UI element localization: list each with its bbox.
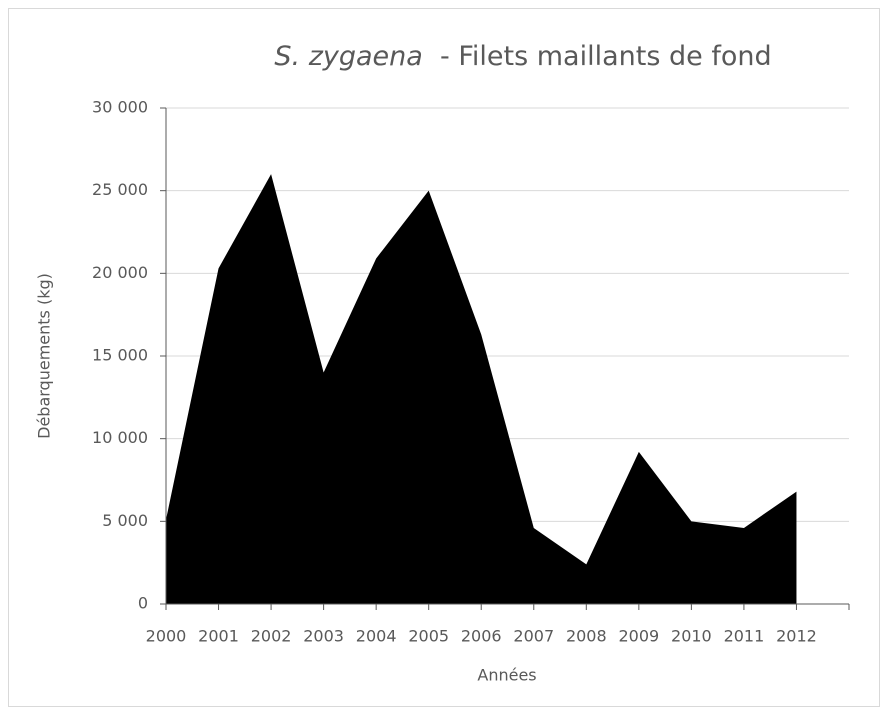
x-tick-label: 2004 bbox=[356, 627, 397, 646]
x-tick-label: 2008 bbox=[566, 627, 607, 646]
x-tick-label: 2011 bbox=[724, 627, 765, 646]
title-rest bbox=[423, 41, 440, 72]
x-tick-label: 2009 bbox=[618, 627, 659, 646]
x-tick-label: 2005 bbox=[408, 627, 449, 646]
y-tick-label: 5 000 bbox=[102, 511, 148, 530]
x-tick-label: 2007 bbox=[513, 627, 554, 646]
x-tick-label: 2012 bbox=[776, 627, 817, 646]
title-species: S. zygaena bbox=[274, 41, 422, 72]
y-axis-label: Débarquements (kg) bbox=[35, 273, 54, 439]
title-rest: - Filets maillants de fond bbox=[440, 41, 772, 72]
y-tick-label: 10 000 bbox=[92, 428, 148, 447]
y-tick-label: 0 bbox=[138, 594, 148, 613]
x-tick-label: 2002 bbox=[251, 627, 292, 646]
x-tick-label: 2000 bbox=[146, 627, 187, 646]
x-axis-label: Années bbox=[477, 666, 536, 685]
chart-title: S. zygaena - Filets maillants de fond bbox=[274, 41, 771, 72]
x-tick-label: 2010 bbox=[671, 627, 712, 646]
y-tick-label: 20 000 bbox=[92, 263, 148, 282]
y-tick-label: 15 000 bbox=[92, 346, 148, 365]
y-tick-label: 25 000 bbox=[92, 180, 148, 199]
y-tick-label: 30 000 bbox=[92, 98, 148, 117]
x-tick-label: 2003 bbox=[303, 627, 344, 646]
x-tick-label: 2001 bbox=[198, 627, 239, 646]
area bbox=[166, 174, 797, 604]
x-tick-label: 2006 bbox=[461, 627, 502, 646]
